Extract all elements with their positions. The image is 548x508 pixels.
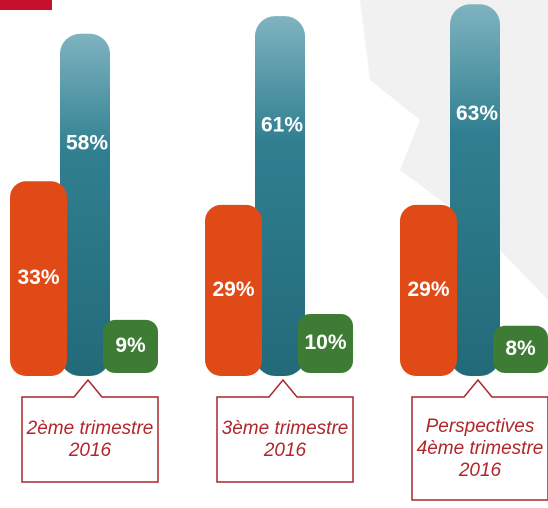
bar xyxy=(255,16,305,376)
category-box: Perspectives 4ème trimestre 2016 xyxy=(416,415,544,481)
value-label: 33% xyxy=(17,266,59,289)
value-label: 61% xyxy=(261,114,303,137)
bar xyxy=(103,319,158,373)
category-box: 3ème trimestre 2016 xyxy=(221,417,349,461)
callout-box xyxy=(216,378,354,483)
value-label: 58% xyxy=(66,131,108,154)
category-label: Perspectives 4ème trimestre 2016 xyxy=(416,415,544,481)
category-label: 3ème trimestre 2016 xyxy=(221,417,349,461)
bar xyxy=(400,204,457,376)
callout-box xyxy=(21,378,159,483)
callout-box xyxy=(411,378,548,501)
value-label: 29% xyxy=(212,278,254,301)
value-label: 63% xyxy=(456,102,498,125)
bar xyxy=(10,181,67,376)
category-box: 2ème trimestre 2016 xyxy=(26,417,154,461)
value-label: 9% xyxy=(115,334,146,357)
bar xyxy=(298,314,353,373)
title-fragment xyxy=(0,0,52,10)
category-label: 2ème trimestre 2016 xyxy=(26,417,154,461)
bar xyxy=(493,325,548,373)
value-label: 8% xyxy=(505,337,536,360)
bar xyxy=(450,4,500,377)
bar xyxy=(205,204,262,376)
bar xyxy=(60,33,110,377)
value-label: 10% xyxy=(304,331,346,354)
value-label: 29% xyxy=(407,278,449,301)
